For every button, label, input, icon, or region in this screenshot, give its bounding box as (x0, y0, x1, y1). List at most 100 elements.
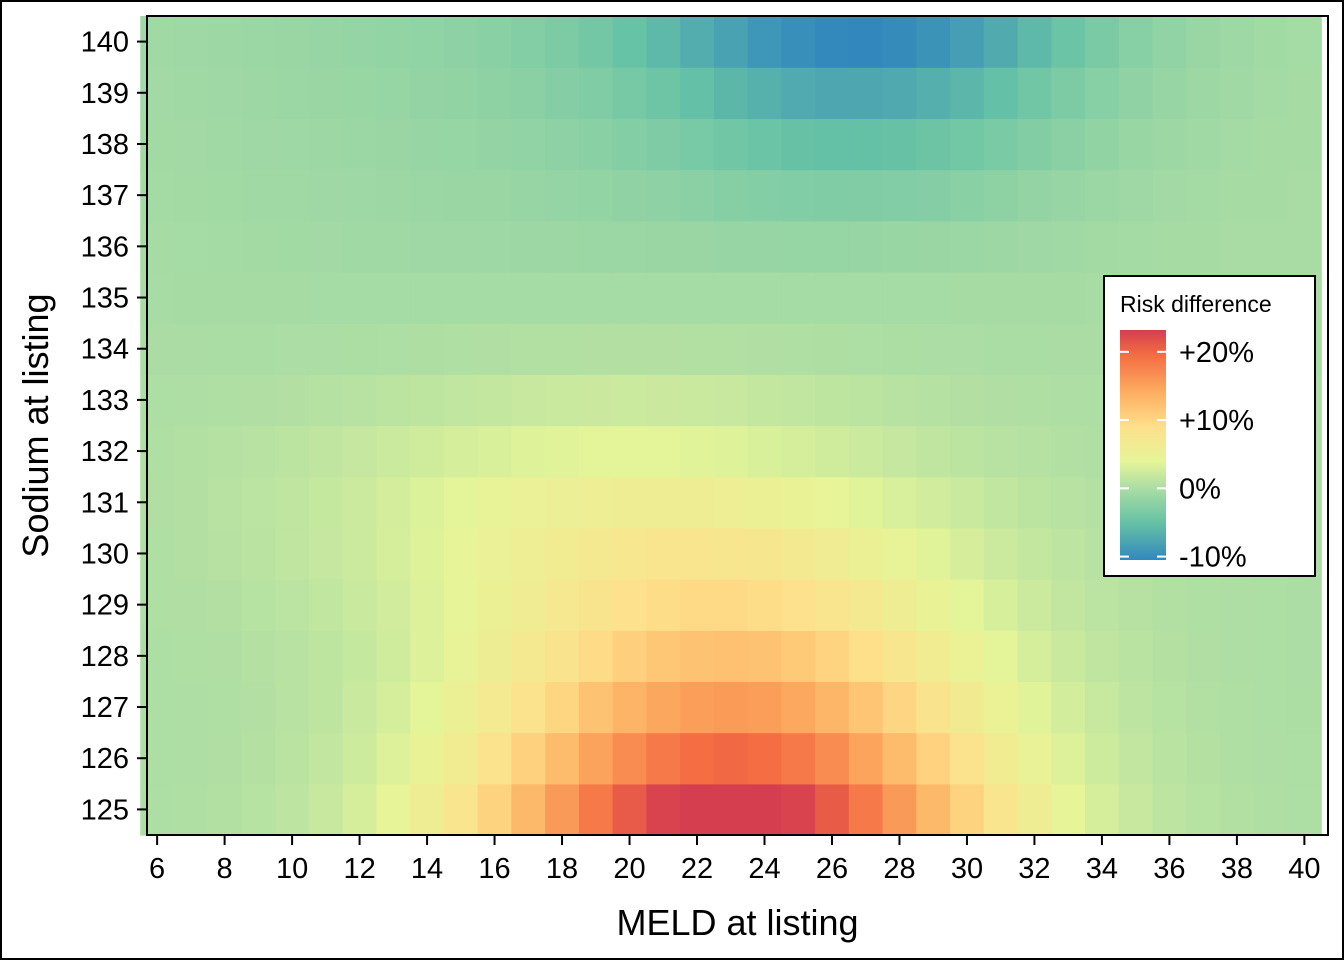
heatmap-cell (1253, 16, 1289, 68)
heatmap-cell (545, 681, 580, 734)
heatmap-cell (1085, 67, 1120, 119)
heatmap-cell (916, 476, 951, 529)
heatmap-cell (477, 271, 513, 324)
heatmap-cell (511, 271, 546, 324)
heatmap-cell (1220, 220, 1255, 273)
x-tick-label: 22 (681, 853, 713, 885)
heatmap-cell (1051, 67, 1086, 119)
heatmap-cell (882, 67, 917, 119)
heatmap-cell (680, 425, 715, 478)
heatmap-cell (443, 16, 479, 68)
heatmap-cell (1118, 169, 1154, 222)
heatmap-cell (578, 374, 614, 427)
y-tick-label: 126 (81, 743, 129, 775)
heatmap-cell (1152, 681, 1187, 734)
heatmap-cell (680, 783, 715, 836)
heatmap-cell (308, 220, 344, 273)
heatmap-cell (477, 527, 513, 580)
heatmap-cell (477, 425, 513, 478)
heatmap-cell (207, 527, 243, 580)
heatmap-cell (511, 783, 546, 836)
heatmap-cell (916, 579, 951, 631)
heatmap-cell (781, 271, 816, 324)
heatmap-cell (511, 579, 546, 631)
heatmap-cell (612, 374, 647, 427)
heatmap-cell (207, 476, 243, 529)
heatmap-cell (410, 169, 445, 222)
heatmap-cell (747, 527, 782, 580)
x-tick-label: 16 (478, 853, 510, 885)
heatmap-cell (545, 476, 580, 529)
heatmap-cell (207, 220, 243, 273)
y-axis-title: Sodium at listing (15, 293, 56, 557)
heatmap-cell (781, 374, 816, 427)
heatmap-cell (848, 323, 884, 375)
heatmap-cell (511, 67, 546, 119)
heatmap-cell (1051, 681, 1086, 734)
y-tick-label: 127 (81, 692, 129, 724)
heatmap-cell (308, 271, 344, 324)
heatmap-cell (882, 16, 917, 68)
heatmap-cell (983, 16, 1019, 68)
heatmap-cell (713, 16, 749, 68)
heatmap-cell (713, 476, 749, 529)
heatmap-cell (680, 169, 715, 222)
heatmap-cell (1118, 579, 1154, 631)
y-tick-label: 131 (81, 487, 129, 519)
heatmap-cell (275, 579, 310, 631)
heatmap-cell (241, 67, 276, 119)
heatmap-cell (1118, 630, 1154, 683)
heatmap-cell (747, 783, 782, 836)
heatmap-cell (781, 527, 816, 580)
y-tick-label: 138 (81, 129, 129, 161)
heatmap-cell (308, 476, 344, 529)
heatmap-cell (1017, 374, 1052, 427)
heatmap-cell (410, 732, 445, 785)
heatmap-cell (410, 271, 445, 324)
heatmap-cell (1253, 783, 1289, 836)
heatmap-cell (1287, 220, 1322, 273)
heatmap-cell (376, 783, 411, 836)
heatmap-cell (950, 220, 985, 273)
heatmap-cell (443, 579, 479, 631)
heatmap-cell (545, 323, 580, 375)
heatmap-cell (308, 323, 344, 375)
heatmap-cell (713, 67, 749, 119)
heatmap-cell (1152, 732, 1187, 785)
heatmap-cell (1017, 16, 1052, 68)
heatmap-cell (950, 169, 985, 222)
heatmap-cell (308, 630, 344, 683)
heatmap-cell (308, 681, 344, 734)
heatmap-cell (511, 323, 546, 375)
heatmap-cell (815, 271, 850, 324)
x-tick-label: 6 (149, 853, 165, 885)
heatmap-cell (815, 476, 850, 529)
heatmap-cell (1017, 630, 1052, 683)
heatmap-cell (1118, 783, 1154, 836)
heatmap-cell (950, 374, 985, 427)
heatmap-cell (1253, 630, 1289, 683)
heatmap-cell (848, 374, 884, 427)
heatmap-cell (848, 783, 884, 836)
heatmap-cell (781, 16, 816, 68)
heatmap-cell (646, 374, 681, 427)
x-tick-label: 12 (343, 853, 375, 885)
heatmap-cell (713, 681, 749, 734)
heatmap-cell (173, 16, 209, 68)
heatmap-cell (545, 732, 580, 785)
heatmap-cell (815, 374, 850, 427)
legend-label: 0% (1179, 473, 1221, 505)
heatmap-cell (511, 630, 546, 683)
heatmap-cell (275, 527, 310, 580)
heatmap-cell (443, 220, 479, 273)
heatmap-cell (342, 16, 378, 68)
heatmap-cell (916, 374, 951, 427)
heatmap-cell (241, 630, 276, 683)
heatmap-cell (308, 527, 344, 580)
heatmap-cell (1287, 681, 1322, 734)
heatmap-cell (1051, 527, 1086, 580)
heatmap-cell (342, 220, 378, 273)
heatmap-cell (1287, 16, 1322, 68)
heatmap-cell (1017, 732, 1052, 785)
heatmap-cell (747, 630, 782, 683)
